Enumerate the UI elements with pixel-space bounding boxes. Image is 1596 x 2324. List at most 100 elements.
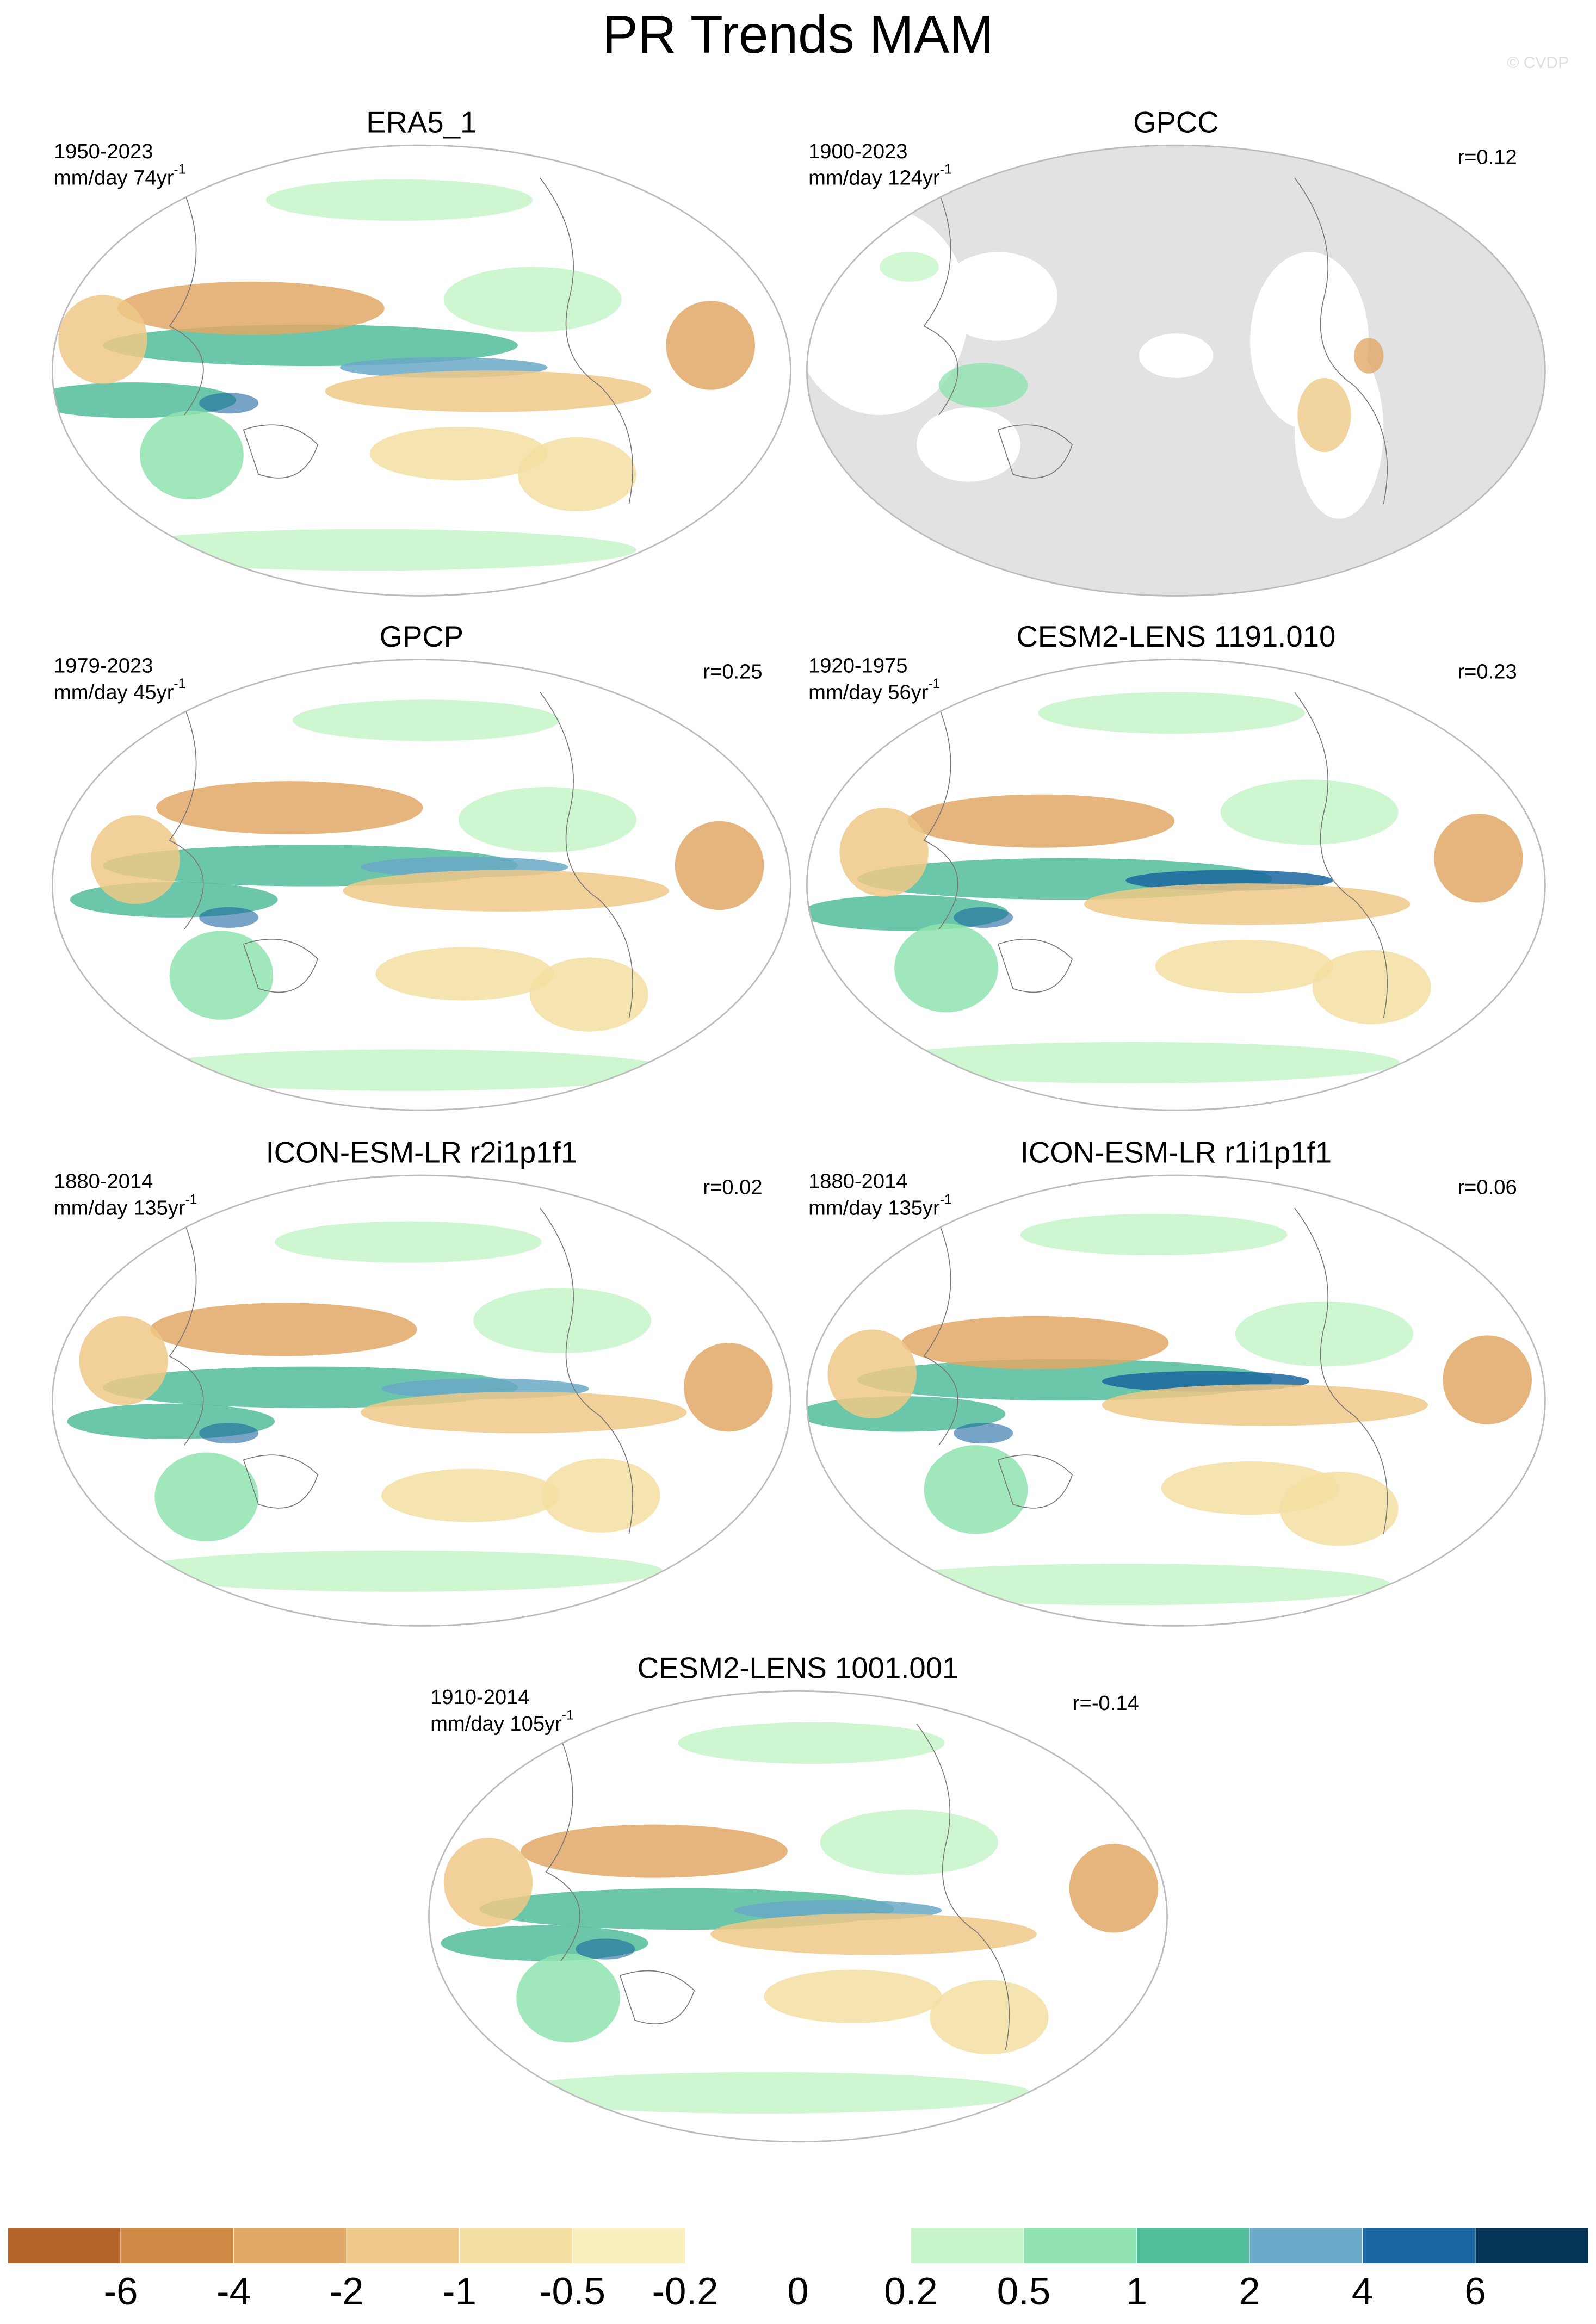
field: [443, 267, 622, 332]
field: [710, 1913, 1037, 1955]
map-border: [806, 1174, 1546, 1627]
field: [140, 410, 244, 500]
field: [839, 808, 929, 897]
field: [150, 1303, 417, 1356]
colorbar-label: 1: [1126, 2270, 1147, 2313]
colorbar-box: [797, 2227, 911, 2264]
field: [857, 1564, 1391, 1606]
period: 1979-2023: [54, 654, 153, 677]
colorbar-label: -2: [330, 2270, 364, 2313]
colorbar-label: -0.5: [539, 2270, 605, 2313]
field: [138, 1049, 672, 1091]
r-value: r=0.25: [703, 660, 762, 683]
watermark: © CVDP: [1507, 54, 1569, 72]
field: [1069, 1844, 1159, 1933]
coast: [923, 1207, 1388, 1534]
field: [369, 426, 548, 480]
field: [497, 2072, 1031, 2114]
colorbar-label: 0: [787, 2270, 808, 2313]
units-text: mm/day 135yr: [808, 1197, 940, 1220]
colorbar-box: [346, 2227, 460, 2264]
field: [1297, 377, 1351, 453]
map: [807, 1175, 1545, 1626]
r-value: r=0.02: [703, 1176, 762, 1199]
land: [917, 407, 1020, 482]
colorbar-box: [911, 2227, 1024, 2264]
units-text: mm/day 56yr: [808, 680, 929, 704]
field: [541, 1458, 660, 1533]
units-text: mm/day 105yr: [430, 1712, 562, 1736]
period: 1920-1975: [808, 654, 907, 677]
coast: [169, 692, 633, 1019]
field: [678, 1722, 945, 1764]
field: [458, 787, 636, 852]
field: [199, 1423, 259, 1444]
panel-title: GPCC: [1133, 106, 1218, 139]
figure-title: PR Trends MAM: [602, 4, 994, 64]
units: mm/day 56yr-1: [808, 677, 940, 704]
land: [938, 252, 1057, 341]
colorbar-box: [233, 2227, 347, 2264]
field: [517, 437, 636, 512]
field: [343, 870, 669, 912]
field: [265, 179, 533, 221]
field: [866, 1042, 1400, 1084]
period: 1910-2014: [430, 1685, 529, 1709]
period: 1900-2023: [808, 140, 907, 163]
field: [684, 1342, 773, 1432]
field: [275, 1221, 542, 1263]
coast: [923, 177, 1388, 504]
field: [91, 815, 180, 904]
field: [930, 1980, 1049, 2055]
colorbar-label: 6: [1464, 2270, 1486, 2313]
field: [1102, 1384, 1428, 1426]
field: [102, 324, 518, 367]
period: 1880-2014: [808, 1170, 907, 1193]
coast: [169, 177, 633, 504]
units-exponent: -1: [174, 163, 185, 177]
colorbar-label: 0.5: [997, 2270, 1050, 2313]
units-exponent: -1: [929, 677, 941, 691]
field: [1038, 692, 1305, 734]
colorbar-box: [459, 2227, 573, 2264]
r-value: r=-0.14: [1073, 1691, 1139, 1715]
units-exponent: -1: [185, 1193, 197, 1207]
field: [576, 1938, 635, 1960]
units-text: mm/day 135yr: [54, 1197, 185, 1220]
r-value: r=0.12: [1457, 146, 1517, 169]
map: [807, 659, 1545, 1111]
units-exponent: -1: [940, 163, 952, 177]
panel-title: ICON-ESM-LR r2i1p1f1: [266, 1136, 577, 1169]
map-border: [51, 1174, 791, 1627]
field: [443, 1838, 533, 1927]
panel-title: CESM2-LENS 1191.010: [1017, 620, 1336, 653]
field: [894, 923, 998, 1013]
colorbar-label: -4: [216, 2270, 251, 2313]
field: [473, 1288, 652, 1354]
field: [820, 1809, 998, 1875]
coast: [169, 1207, 633, 1534]
field: [516, 1953, 620, 2043]
colorbar-label: -6: [104, 2270, 138, 2313]
map: [429, 1691, 1167, 2142]
coast: [545, 1723, 1010, 2050]
colorbar-box: [1475, 2227, 1588, 2264]
map-border: [51, 659, 791, 1111]
field: [292, 699, 560, 741]
field: [361, 1391, 687, 1434]
colorbar-box: [572, 2227, 685, 2264]
map-border: [428, 1690, 1168, 2143]
panel-title: GPCP: [380, 620, 463, 653]
field: [1161, 1461, 1339, 1515]
field: [154, 1452, 259, 1542]
field: [764, 1969, 942, 2023]
units-exponent: -1: [562, 1708, 574, 1723]
field: [907, 794, 1175, 848]
panel-title: ICON-ESM-LR r1i1p1f1: [1020, 1136, 1332, 1169]
map: [807, 145, 1545, 596]
colorbar-label: -0.2: [652, 2270, 718, 2313]
units: mm/day 105yr-1: [430, 1708, 573, 1736]
field: [381, 1468, 560, 1522]
